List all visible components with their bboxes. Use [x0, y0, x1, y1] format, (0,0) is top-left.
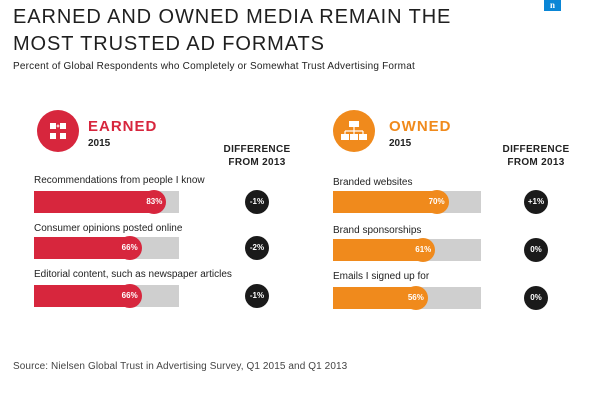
- owned-row-label: Branded websites: [333, 177, 413, 188]
- earned-section-year: 2015: [88, 138, 111, 149]
- owned-row-label: Brand sponsorships: [333, 225, 422, 236]
- earned-bar: [34, 191, 155, 213]
- earned-bar: [34, 237, 130, 259]
- source-note: Source: Nielsen Global Trust in Advertis…: [13, 361, 348, 372]
- earned-difference-badge: -1%: [245, 284, 269, 308]
- owned-value-badge: 70%: [424, 190, 449, 214]
- earned-difference-badge: -2%: [245, 236, 269, 260]
- owned-row-label: Emails I signed up for: [333, 271, 430, 282]
- owned-bar: [333, 191, 437, 213]
- owned-difference-badge: +1%: [524, 190, 548, 214]
- people-plus-icon: [37, 110, 79, 152]
- earned-value-badge: 83%: [142, 190, 167, 214]
- earned-row-label: Consumer opinions posted online: [34, 223, 183, 234]
- earned-row-label: Editorial content, such as newspaper art…: [34, 269, 232, 280]
- earned-difference-header: DIFFERENCE FROM 2013: [223, 144, 291, 168]
- owned-bar-track: [333, 239, 481, 261]
- owned-bar: [333, 239, 424, 261]
- nielsen-logo: n: [544, 0, 561, 11]
- earned-section-title: EARNED: [88, 118, 158, 135]
- earned-bar-track: [34, 237, 179, 259]
- page-subtitle: Percent of Global Respondents who Comple…: [13, 61, 415, 72]
- owned-bar: [333, 287, 416, 309]
- page-title: EARNED AND OWNED MEDIA REMAIN THE MOST T…: [13, 6, 452, 55]
- owned-section-title: OWNED: [389, 118, 452, 135]
- owned-difference-badge: 0%: [524, 286, 548, 310]
- owned-bar-track: [333, 191, 481, 213]
- earned-row-label: Recommendations from people I know: [34, 175, 205, 186]
- earned-value-badge: 66%: [117, 284, 142, 308]
- org-chart-icon: [333, 110, 375, 152]
- earned-value-badge: 66%: [117, 236, 142, 260]
- owned-difference-header: DIFFERENCE FROM 2013: [502, 144, 570, 168]
- earned-difference-badge: -1%: [245, 190, 269, 214]
- owned-value-badge: 56%: [403, 286, 428, 310]
- earned-bar-track: [34, 285, 179, 307]
- owned-section-year: 2015: [389, 138, 412, 149]
- owned-difference-badge: 0%: [524, 238, 548, 262]
- owned-value-badge: 61%: [411, 238, 436, 262]
- earned-bar: [34, 285, 130, 307]
